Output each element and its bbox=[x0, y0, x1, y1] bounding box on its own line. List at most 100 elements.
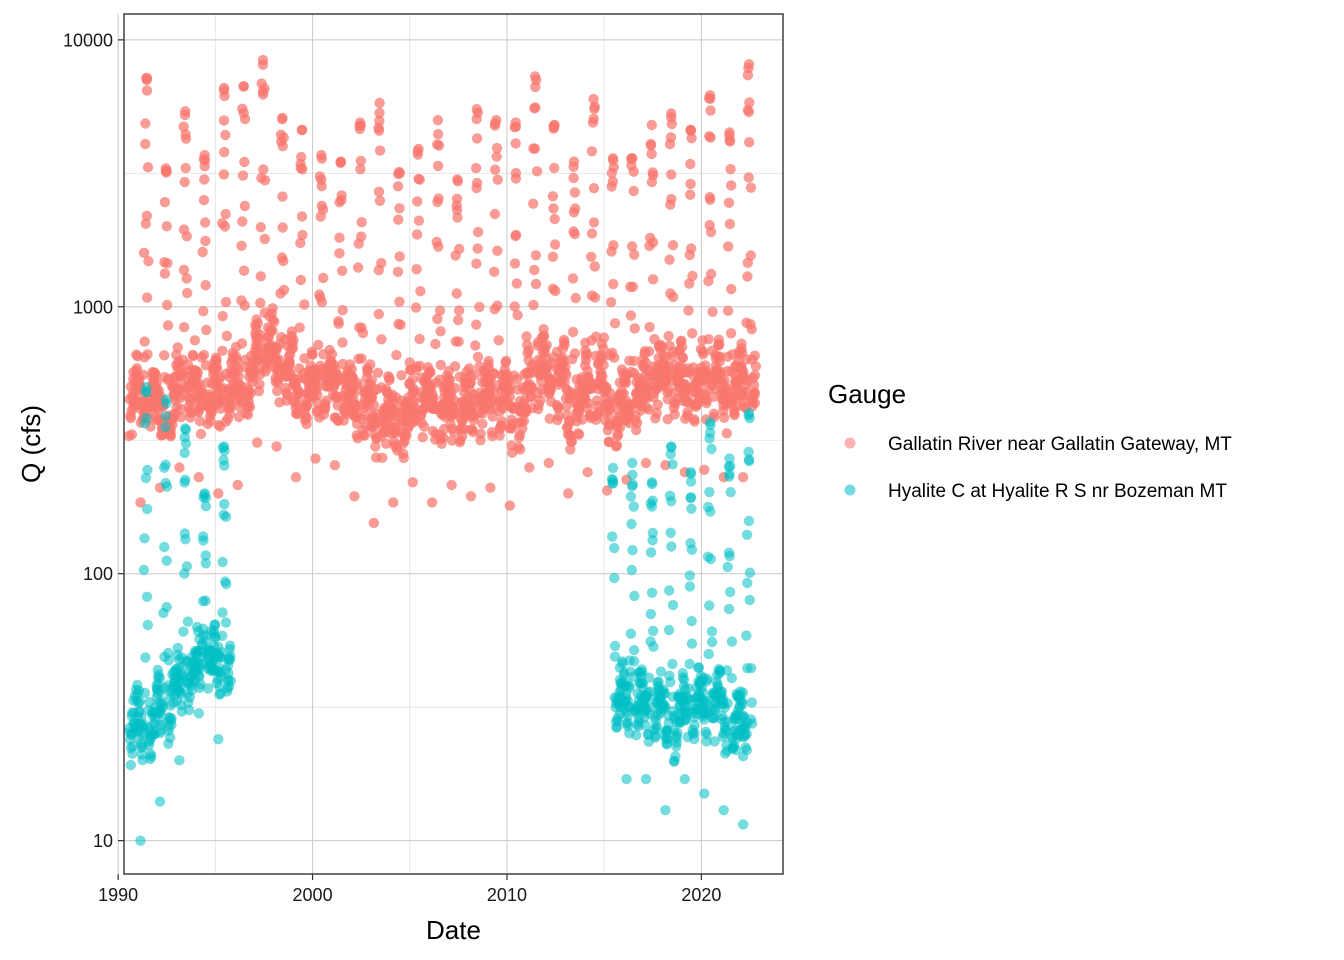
gallatin-point bbox=[394, 251, 405, 262]
gallatin-point bbox=[587, 117, 599, 128]
hyalite-point bbox=[704, 416, 716, 428]
gallatin-point bbox=[605, 297, 617, 308]
hyalite-point bbox=[607, 462, 619, 474]
gallatin-point bbox=[608, 162, 619, 173]
gallatin-point bbox=[392, 181, 404, 192]
gallatin-point bbox=[217, 345, 228, 356]
gallatin-point bbox=[668, 291, 679, 303]
hyalite-point bbox=[666, 541, 677, 552]
gallatin-point bbox=[410, 302, 422, 313]
hyalite-point bbox=[737, 699, 748, 710]
gallatin-point bbox=[316, 297, 328, 308]
gallatin-point bbox=[356, 353, 367, 364]
gallatin-point bbox=[705, 268, 717, 280]
gallatin-point bbox=[253, 385, 265, 397]
hyalite-point bbox=[667, 599, 679, 611]
gallatin-point bbox=[374, 107, 385, 119]
gallatin-point bbox=[193, 472, 204, 483]
gallatin-point bbox=[373, 186, 385, 197]
hyalite-point bbox=[160, 459, 171, 470]
y-tick-label: 10000 bbox=[63, 30, 113, 50]
hyalite-point bbox=[224, 640, 236, 651]
gallatin-point bbox=[141, 292, 153, 303]
gallatin-point bbox=[295, 237, 306, 249]
gallatin-point bbox=[568, 156, 580, 167]
hyalite-point bbox=[709, 736, 720, 747]
gallatin-point bbox=[629, 323, 640, 334]
gallatin-point bbox=[393, 214, 404, 225]
gallatin-point bbox=[664, 254, 675, 265]
gallatin-point bbox=[388, 497, 399, 508]
gallatin-point bbox=[586, 228, 598, 239]
hyalite-point bbox=[666, 441, 677, 452]
hyalite-point bbox=[737, 819, 749, 830]
gallatin-point bbox=[609, 318, 621, 329]
hyalite-point bbox=[165, 732, 176, 743]
gallatin-point bbox=[569, 348, 581, 359]
hyalite-point bbox=[607, 474, 618, 486]
hyalite-point bbox=[224, 654, 236, 665]
gallatin-point bbox=[560, 361, 571, 372]
hyalite-point bbox=[217, 607, 228, 618]
y-tick-label: 100 bbox=[83, 564, 113, 584]
gallatin-point bbox=[159, 197, 171, 208]
gallatin-point bbox=[142, 349, 153, 360]
gallatin-point bbox=[628, 166, 639, 177]
hyalite-point bbox=[686, 503, 697, 514]
hyalite-point bbox=[697, 687, 709, 699]
gallatin-point bbox=[296, 211, 308, 222]
hyalite-point bbox=[667, 658, 678, 670]
gallatin-point bbox=[687, 328, 698, 339]
gallatin-point bbox=[701, 397, 712, 409]
gallatin-point bbox=[749, 397, 761, 409]
gallatin-point bbox=[288, 334, 299, 345]
gallatin-point bbox=[492, 245, 503, 256]
gallatin-point bbox=[433, 140, 445, 151]
gallatin-point bbox=[713, 334, 725, 345]
hyalite-point bbox=[223, 667, 234, 679]
gallatin-point bbox=[707, 306, 718, 317]
hyalite-point bbox=[743, 454, 755, 465]
gallatin-point bbox=[719, 412, 730, 423]
legend-key-2 bbox=[844, 484, 856, 496]
gallatin-point bbox=[218, 115, 230, 126]
gallatin-point bbox=[705, 132, 716, 143]
hyalite-point bbox=[704, 486, 715, 498]
gallatin-point bbox=[260, 366, 271, 377]
hyalite-point bbox=[741, 630, 752, 641]
gallatin-point bbox=[448, 394, 459, 406]
gallatin-point bbox=[336, 190, 347, 201]
gallatin-point bbox=[201, 324, 212, 336]
hyalite-point bbox=[640, 720, 651, 731]
legend-label-2: Hyalite C at Hyalite R S nr Bozeman MT bbox=[888, 481, 1227, 502]
gallatin-point bbox=[220, 208, 231, 220]
gallatin-point bbox=[199, 174, 210, 185]
hyalite-point bbox=[660, 805, 671, 816]
gallatin-point bbox=[267, 303, 278, 314]
gallatin-point bbox=[255, 222, 266, 233]
gallatin-point bbox=[384, 373, 395, 384]
gallatin-point bbox=[307, 349, 318, 360]
hyalite-point bbox=[193, 670, 205, 681]
gallatin-point bbox=[140, 118, 151, 129]
gallatin-point bbox=[683, 305, 694, 316]
hyalite-point bbox=[644, 686, 656, 697]
y-tick-label: 10 bbox=[93, 831, 113, 851]
gallatin-point bbox=[198, 349, 210, 361]
hyalite-point bbox=[702, 673, 713, 685]
gallatin-point bbox=[312, 382, 323, 393]
hyalite-point bbox=[718, 805, 729, 816]
legend-items: Gallatin River near Gallatin Gateway, MT… bbox=[844, 434, 1232, 502]
gallatin-point bbox=[529, 264, 540, 276]
hyalite-point bbox=[643, 672, 655, 683]
gallatin-point bbox=[179, 176, 190, 188]
gallatin-point bbox=[608, 278, 619, 290]
hyalite-point bbox=[142, 503, 153, 515]
gallatin-point bbox=[199, 149, 210, 161]
gallatin-point bbox=[218, 169, 230, 180]
gallatin-point bbox=[438, 432, 449, 443]
gallatin-point bbox=[374, 115, 385, 127]
gallatin-point bbox=[453, 305, 465, 316]
gallatin-point bbox=[150, 369, 161, 380]
hyalite-point bbox=[134, 696, 145, 707]
